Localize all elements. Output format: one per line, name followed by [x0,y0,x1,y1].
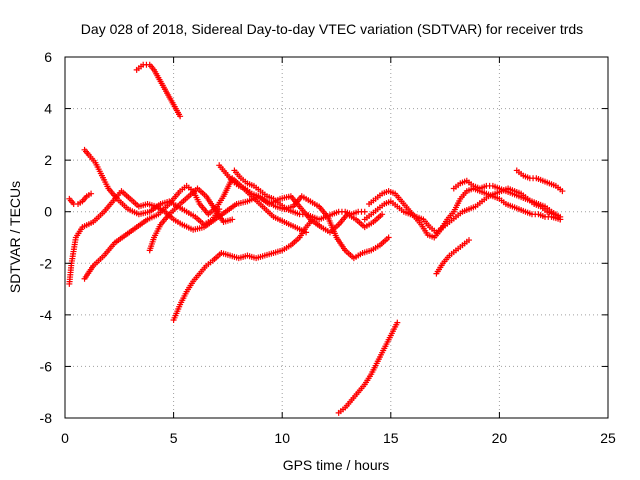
data-point-marker [303,229,310,236]
data-point-marker [557,213,564,220]
y-tick-label: 4 [44,101,52,117]
y-tick-label: 2 [44,152,52,168]
data-point-marker [385,234,392,241]
x-tick-label: 15 [383,430,399,446]
chart-title: Day 028 of 2018, Sidereal Day-to-day VTE… [81,21,583,37]
y-tick-label: -6 [40,358,53,374]
y-tick-label: -4 [40,307,53,323]
x-axis-label: GPS time / hours [283,457,390,473]
data-point-marker [394,319,401,326]
plot-frame [64,56,609,419]
y-tick-label: -2 [40,255,53,271]
data-point-marker [465,237,472,244]
y-tick-label: 6 [44,49,52,65]
data-point-marker [361,208,368,215]
x-tick-label: 5 [170,430,178,446]
x-tick-label: 25 [600,430,616,446]
data-point-marker [177,113,184,120]
x-tick-label: 10 [274,430,290,446]
y-axis: -8 -6 -4 -2 0 2 4 6 [40,49,608,426]
data-point-marker [229,216,236,223]
y-axis-label: SDTVAR / TECUs [7,181,23,293]
data-points [66,61,566,416]
data-point-marker [88,190,95,197]
x-axis: 0 5 10 15 20 25 [61,57,616,446]
grid [65,57,608,418]
data-point-marker [379,211,386,218]
y-tick-label: 0 [44,204,52,220]
data-point-marker [559,188,566,195]
x-tick-label: 0 [61,430,69,446]
x-tick-label: 20 [492,430,508,446]
y-tick-label: -8 [40,410,53,426]
